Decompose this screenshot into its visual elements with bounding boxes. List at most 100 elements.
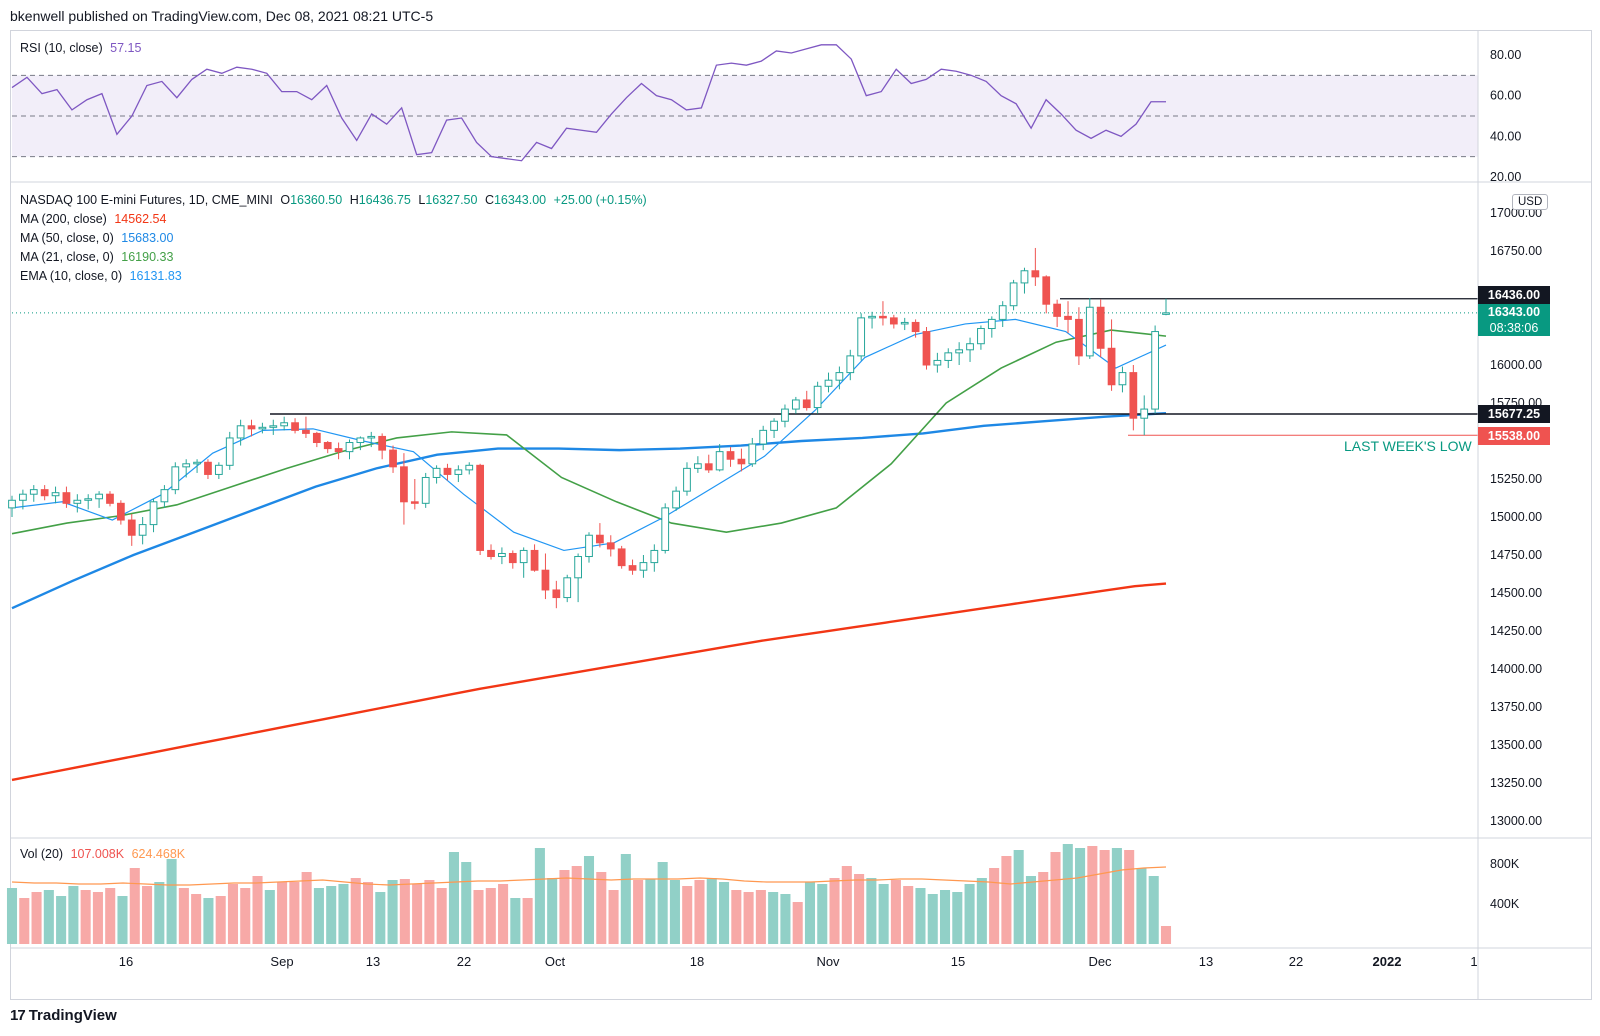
- tradingview-logo[interactable]: 17 TradingView: [10, 1007, 117, 1024]
- price-tick-label: 16000.00: [1490, 358, 1542, 372]
- candle: [345, 439, 354, 460]
- candle: [106, 491, 114, 507]
- volume-bar: [964, 884, 975, 944]
- volume-bar: [424, 880, 435, 944]
- candle-body: [367, 435, 376, 439]
- candle-body: [1009, 282, 1018, 307]
- currency-button[interactable]: USD: [1512, 194, 1549, 210]
- volume-bar: [313, 888, 324, 944]
- volume-bar: [129, 868, 140, 944]
- open-label: O: [280, 193, 291, 207]
- candle: [171, 462, 180, 495]
- candle-body: [1075, 318, 1083, 357]
- candle: [922, 327, 931, 370]
- candle-body: [29, 489, 38, 495]
- candle: [1096, 299, 1105, 358]
- volume-bar: [780, 894, 791, 944]
- volume-bar: [1001, 856, 1012, 944]
- volume-bar: [277, 882, 288, 944]
- candle: [410, 479, 419, 510]
- chart-frame[interactable]: [10, 30, 1592, 1000]
- volume-bar: [80, 890, 91, 944]
- candle: [606, 535, 615, 557]
- volume-bar: [338, 884, 349, 944]
- candle: [508, 550, 517, 569]
- candle-body: [214, 464, 223, 475]
- candle-body: [1064, 315, 1072, 320]
- volume-bar: [1075, 848, 1086, 944]
- candle: [465, 462, 474, 475]
- candle: [291, 418, 299, 434]
- ma200-line: [11, 582, 1167, 782]
- candle: [214, 462, 223, 479]
- volume-bar: [706, 878, 717, 944]
- candle-body: [356, 437, 365, 444]
- candle-body: [160, 489, 169, 503]
- candle: [51, 486, 60, 504]
- ma200-label: MA (200, close): [20, 212, 107, 226]
- ma21-legend[interactable]: MA (21, close, 0) 16190.33: [20, 250, 177, 264]
- volume-bar: [620, 854, 631, 944]
- candle: [225, 431, 234, 470]
- candle-body: [835, 372, 844, 381]
- time-tick-label: 2022: [1373, 954, 1402, 969]
- candle: [519, 547, 528, 578]
- volume-bar: [1087, 846, 1098, 944]
- volume-bar: [596, 872, 607, 944]
- volume-bar: [854, 874, 865, 944]
- ma200-value: 14562.54: [114, 212, 167, 226]
- volume-bar: [264, 890, 275, 944]
- candle-body: [683, 467, 691, 492]
- volume-bar: [362, 882, 374, 944]
- volume-bar: [989, 868, 1000, 944]
- candle: [247, 419, 256, 437]
- high-label: H: [349, 193, 359, 207]
- candle: [84, 494, 93, 510]
- candle-body: [84, 498, 93, 501]
- ma50-legend[interactable]: MA (50, close, 0) 15683.00: [20, 231, 177, 245]
- candle: [574, 553, 582, 603]
- candle: [498, 547, 506, 565]
- candle-body: [813, 385, 822, 409]
- ema10-label: EMA (10, close, 0): [20, 269, 123, 283]
- volume-bar: [448, 852, 459, 944]
- time-tick-label: Oct: [545, 954, 566, 969]
- volume-bar: [657, 862, 668, 944]
- candle: [182, 459, 191, 478]
- volume-legend[interactable]: Vol (20) 107.008K 624.468K: [20, 847, 189, 861]
- candle-body: [977, 328, 985, 345]
- volume-bar: [1160, 926, 1172, 944]
- candle-body: [955, 349, 964, 354]
- candle-body: [378, 435, 387, 451]
- candle: [378, 433, 387, 460]
- candle-body: [889, 317, 898, 325]
- candle-body: [193, 461, 201, 465]
- candle: [1140, 395, 1149, 436]
- symbol-legend[interactable]: NASDAQ 100 E-mini Futures, 1D, CME_MINI …: [20, 193, 651, 207]
- candle: [759, 425, 768, 451]
- time-tick-label: 15: [951, 954, 965, 969]
- candle: [596, 523, 604, 548]
- ma50-line: [11, 411, 1167, 610]
- candle-body: [247, 425, 256, 430]
- candle: [889, 314, 898, 329]
- low-label: L: [418, 193, 426, 207]
- candle: [857, 313, 866, 361]
- volume-bar: [804, 882, 816, 944]
- candle: [563, 574, 572, 603]
- ema10-legend[interactable]: EMA (10, close, 0) 16131.83: [20, 269, 186, 283]
- ma200-legend[interactable]: MA (200, close) 14562.54: [20, 212, 170, 226]
- rsi-legend[interactable]: RSI (10, close) 57.15: [20, 41, 145, 55]
- candle: [116, 500, 125, 525]
- candle: [693, 456, 702, 473]
- support-price-tag: 15677.25: [1478, 405, 1550, 423]
- volume-tick-label: 800K: [1490, 857, 1520, 871]
- candle-body: [574, 556, 582, 579]
- candle: [998, 301, 1007, 327]
- price-tick-label: 15000.00: [1490, 510, 1542, 524]
- volume-bar: [1111, 848, 1122, 944]
- volume-bar: [399, 879, 410, 944]
- candle-body: [302, 429, 310, 434]
- candle: [639, 555, 648, 578]
